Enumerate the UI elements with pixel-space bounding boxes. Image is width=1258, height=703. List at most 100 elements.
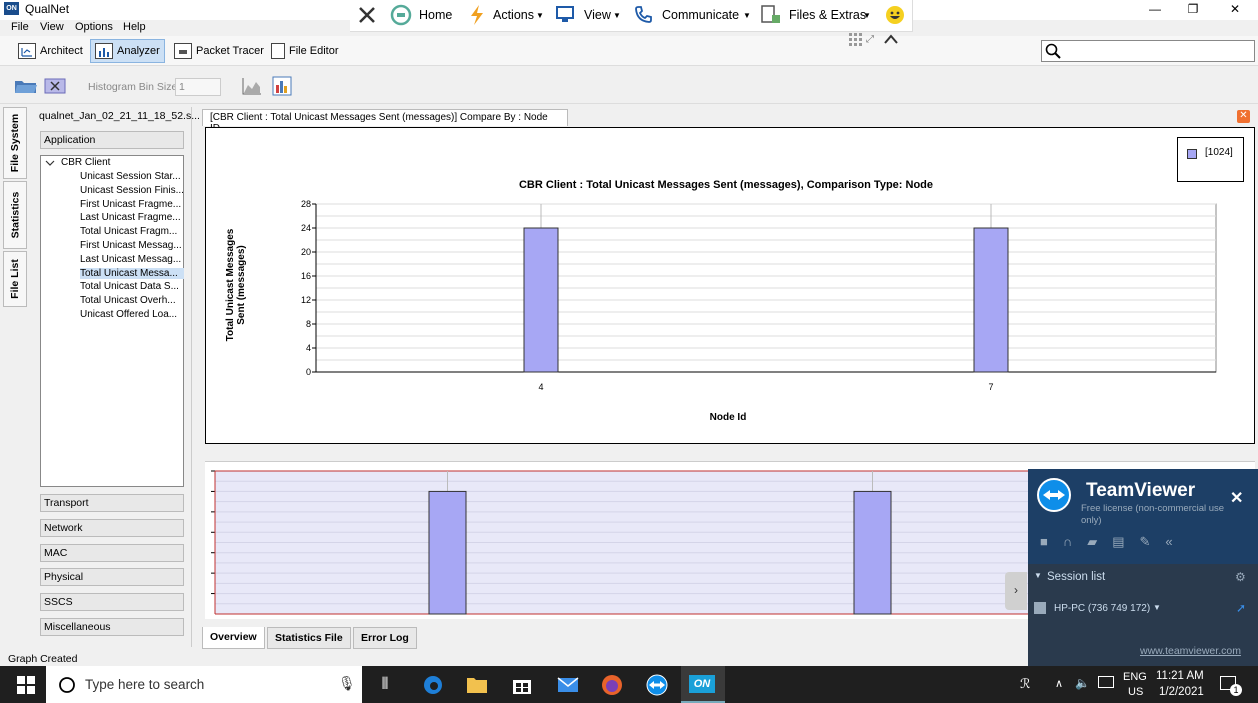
packet-tracer-label: Packet Tracer	[196, 45, 264, 57]
file-explorer-icon[interactable]	[463, 671, 491, 699]
task-view-icon[interactable]: ⫴	[381, 676, 389, 693]
clock-date[interactable]: 1/2/2021	[1159, 686, 1204, 698]
headset-icon[interactable]: ∩	[1062, 534, 1073, 549]
tab-statistics[interactable]: Statistics	[3, 181, 27, 249]
files-extras-menu[interactable]: Files & Extras	[789, 8, 867, 22]
home-icon[interactable]	[390, 4, 412, 26]
communicate-menu[interactable]: Communicate	[662, 8, 740, 22]
clock-time[interactable]: 11:21 AM	[1156, 670, 1204, 682]
category-miscellaneous[interactable]: Miscellaneous	[40, 618, 184, 636]
category-physical[interactable]: Physical	[40, 568, 184, 587]
grid-icon[interactable]	[849, 33, 863, 47]
tree-item[interactable]: Last Unicast Fragme...	[80, 212, 181, 224]
tree-root[interactable]: CBR Client	[61, 157, 111, 168]
tree-item[interactable]: First Unicast Messag...	[80, 240, 182, 251]
collapse-up-icon[interactable]	[883, 32, 899, 49]
tree-item[interactable]: Total Unicast Fragm...	[80, 226, 178, 238]
language-code[interactable]: ENG	[1123, 671, 1147, 683]
expand-icon[interactable]: ⤢	[866, 34, 874, 45]
chevron-down-icon[interactable]: ▼	[1034, 571, 1042, 580]
menu-view[interactable]: View	[40, 21, 64, 33]
close-tab-icon[interactable]: ✕	[1237, 110, 1250, 123]
session-item[interactable]: HP-PC (736 749 172)	[1054, 603, 1151, 614]
chart-area-icon[interactable]	[242, 77, 262, 98]
tree-item[interactable]: Unicast Session Star...	[80, 171, 181, 182]
tab-file-list[interactable]: File List	[3, 251, 27, 307]
x-axis-label: Node Id	[710, 412, 747, 423]
analyzer-button[interactable]: Analyzer	[90, 39, 165, 63]
close-file-icon[interactable]	[44, 78, 66, 97]
tree-item[interactable]: Total Unicast Overh...	[80, 295, 176, 307]
chevron-down-icon[interactable]	[45, 158, 55, 170]
chevron-down-icon[interactable]: ▼	[613, 11, 621, 20]
category-network[interactable]: Network	[40, 518, 184, 537]
tree-item[interactable]: Total Unicast Messa...	[80, 267, 184, 279]
chevron-down-icon[interactable]: ▼	[863, 11, 871, 20]
actions-menu[interactable]: Actions	[493, 8, 534, 22]
architect-button[interactable]: Architect	[14, 39, 87, 63]
menu-bar: File View Options Help	[0, 20, 350, 36]
tab-overview[interactable]: Overview	[202, 627, 265, 649]
restore-button[interactable]: ❐	[1187, 2, 1199, 16]
store-icon[interactable]	[508, 671, 536, 699]
qualnet-taskbar-button[interactable]: ON	[681, 666, 725, 703]
files-icon[interactable]: ▤	[1112, 534, 1125, 549]
gear-icon[interactable]: ⚙	[1235, 570, 1246, 584]
chevron-down-icon[interactable]: ▼	[536, 11, 544, 20]
notification-icon[interactable]	[1220, 676, 1236, 690]
network-icon[interactable]	[1098, 676, 1114, 688]
minimize-button[interactable]: —	[1149, 2, 1161, 16]
tree-item[interactable]: Total Unicast Data S...	[80, 281, 179, 293]
tree-item[interactable]: First Unicast Fragme...	[80, 198, 182, 210]
edge-icon[interactable]	[419, 671, 447, 699]
region-code[interactable]: US	[1128, 686, 1144, 698]
category-application[interactable]: Application	[40, 131, 184, 149]
smiley-icon[interactable]	[884, 4, 906, 26]
tools-icon[interactable]: ✎	[1139, 534, 1151, 549]
chat-icon[interactable]: ▰	[1087, 534, 1098, 549]
category-mac[interactable]: MAC	[40, 543, 184, 562]
tree-item[interactable]: Unicast Offered Loa...	[80, 309, 178, 320]
microphone-icon[interactable]: 🎙	[338, 675, 356, 691]
tree-item[interactable]: Last Unicast Messag...	[80, 253, 182, 265]
legend-label: [1024]	[1205, 147, 1233, 158]
firefox-icon[interactable]	[598, 671, 626, 699]
tab-file-system[interactable]: File System	[3, 107, 27, 179]
menu-options[interactable]: Options	[75, 21, 113, 33]
teamviewer-expand-handle[interactable]: ›	[1005, 572, 1027, 610]
search-input[interactable]	[1041, 40, 1255, 62]
tab-statistics-file[interactable]: Statistics File	[267, 627, 351, 649]
category-transport[interactable]: Transport	[40, 494, 184, 512]
mail-icon[interactable]	[554, 671, 582, 699]
teamviewer-link[interactable]: www.teamviewer.com	[1140, 645, 1241, 657]
volume-icon[interactable]: 🔈	[1075, 676, 1090, 690]
connect-arrow-icon[interactable]: ➚	[1236, 601, 1247, 615]
collapse-icon[interactable]: «	[1165, 534, 1173, 549]
open-folder-icon[interactable]	[14, 77, 38, 98]
histogram-bin-input[interactable]: 1	[175, 78, 221, 96]
chevron-up-icon[interactable]: ∧	[1055, 678, 1064, 690]
y-tick-label: 8	[306, 319, 311, 329]
tab-error-log[interactable]: Error Log	[353, 627, 417, 649]
export-chart-icon[interactable]	[272, 76, 292, 99]
view-menu[interactable]: View	[584, 8, 611, 22]
video-icon[interactable]: ■	[1040, 534, 1048, 549]
phone-icon	[633, 4, 655, 26]
category-sscs[interactable]: SSCS	[40, 593, 184, 612]
menu-file[interactable]: File	[11, 21, 29, 33]
teamviewer-close-icon[interactable]: ✕	[1230, 490, 1244, 507]
file-editor-button[interactable]: File Editor	[267, 39, 343, 63]
close-button[interactable]: ✕	[1229, 2, 1241, 16]
close-x-icon[interactable]	[356, 4, 378, 26]
people-icon[interactable]: ℛ	[1020, 676, 1031, 691]
windows-start-icon[interactable]	[12, 671, 40, 699]
menu-help[interactable]: Help	[123, 21, 146, 33]
chevron-down-icon[interactable]: ▼	[1153, 603, 1161, 612]
taskbar-search[interactable]: Type here to search 🎙	[46, 666, 362, 703]
chevron-down-icon[interactable]: ▼	[743, 11, 751, 20]
packet-tracer-button[interactable]: Packet Tracer	[170, 39, 268, 63]
teamviewer-taskbar-icon[interactable]	[643, 671, 671, 699]
chart-tab[interactable]: [CBR Client : Total Unicast Messages Sen…	[202, 109, 568, 134]
tree-item[interactable]: Unicast Session Finis...	[80, 184, 184, 196]
home-action[interactable]: Home	[419, 8, 453, 22]
